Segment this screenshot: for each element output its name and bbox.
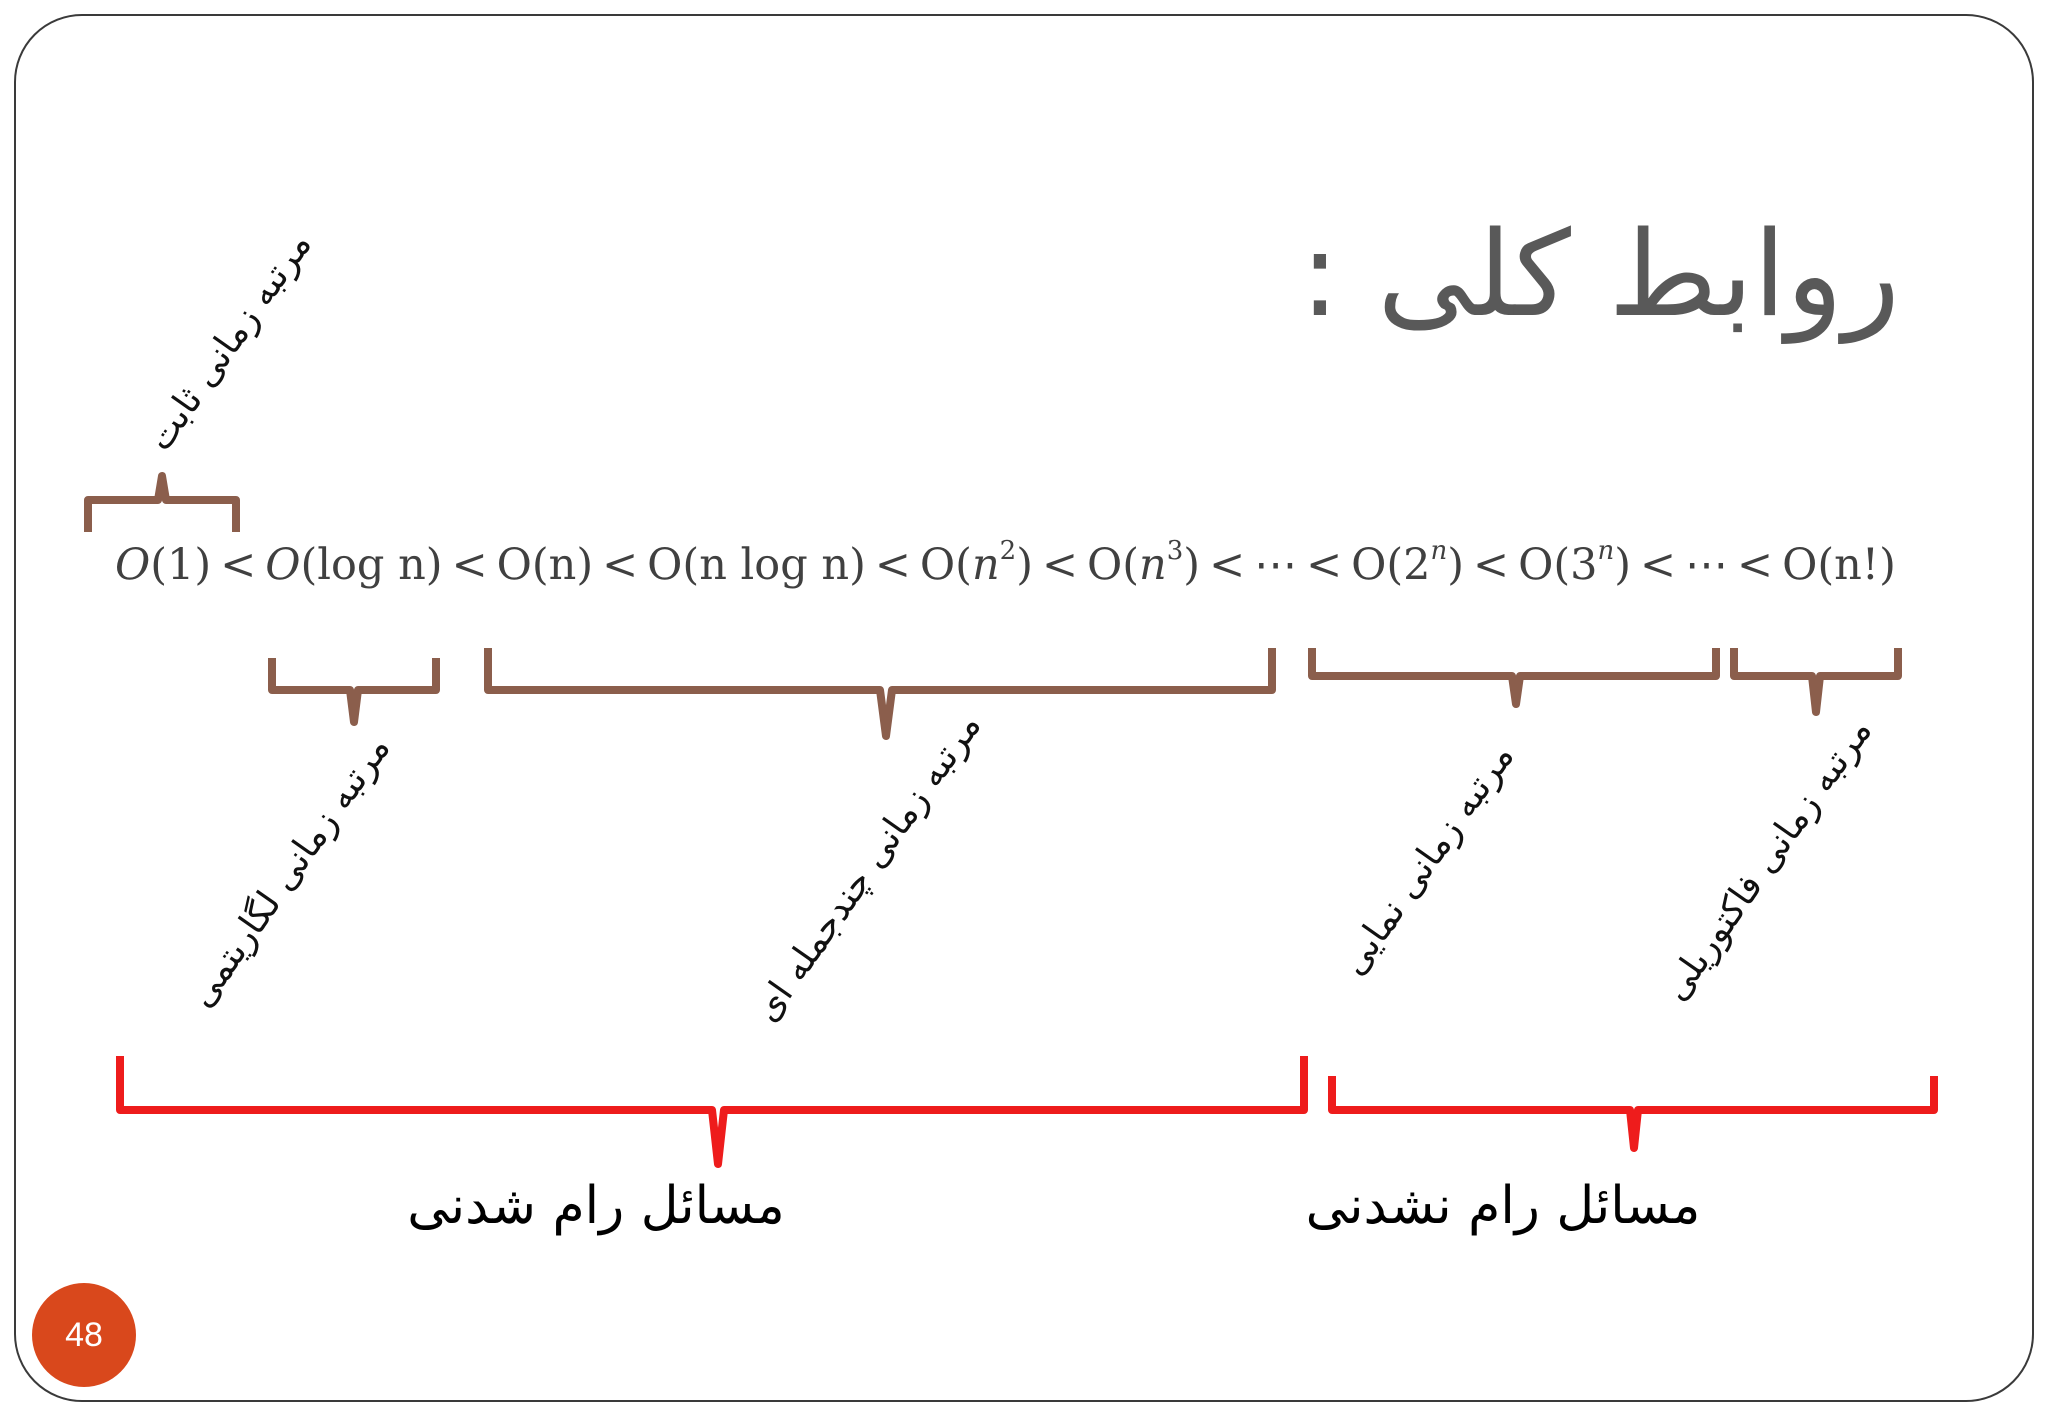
term-n: O(n) — [496, 540, 594, 590]
term-n-cubed: O(n3) — [1087, 536, 1201, 590]
term-three-pow-n: O(3n) — [1518, 536, 1631, 590]
term-log-n: O(log n) — [265, 540, 443, 590]
term-constant: O(1) — [115, 540, 212, 590]
brace-exponential — [1308, 648, 1720, 708]
brace-factorial — [1730, 648, 1902, 716]
slide-title: روابط کلی : — [1300, 205, 1900, 343]
brace-logarithmic — [268, 658, 440, 726]
ellipsis: ⋯ — [1254, 540, 1298, 590]
term-n-log-n: O(n log n) — [647, 540, 866, 590]
brace-intractable — [1328, 1076, 1938, 1152]
page-number-badge: 48 — [32, 1283, 136, 1387]
group-intractable: مسائل رام نشدنی — [1305, 1176, 1701, 1236]
complexity-formula: O(1) < O(log n) < O(n) < O(n log n) < O(n2) < O(n3… — [115, 536, 1896, 590]
group-tractable: مسائل رام شدنی — [407, 1176, 785, 1236]
brace-polynomial — [484, 648, 1276, 740]
term-factorial: O(n!) — [1782, 540, 1896, 590]
ellipsis: ⋯ — [1685, 540, 1729, 590]
brace-constant — [84, 472, 240, 532]
term-two-pow-n: O(2n) — [1351, 536, 1465, 590]
brace-tractable — [116, 1056, 1308, 1168]
term-n-squared: O(n2) — [919, 536, 1033, 590]
